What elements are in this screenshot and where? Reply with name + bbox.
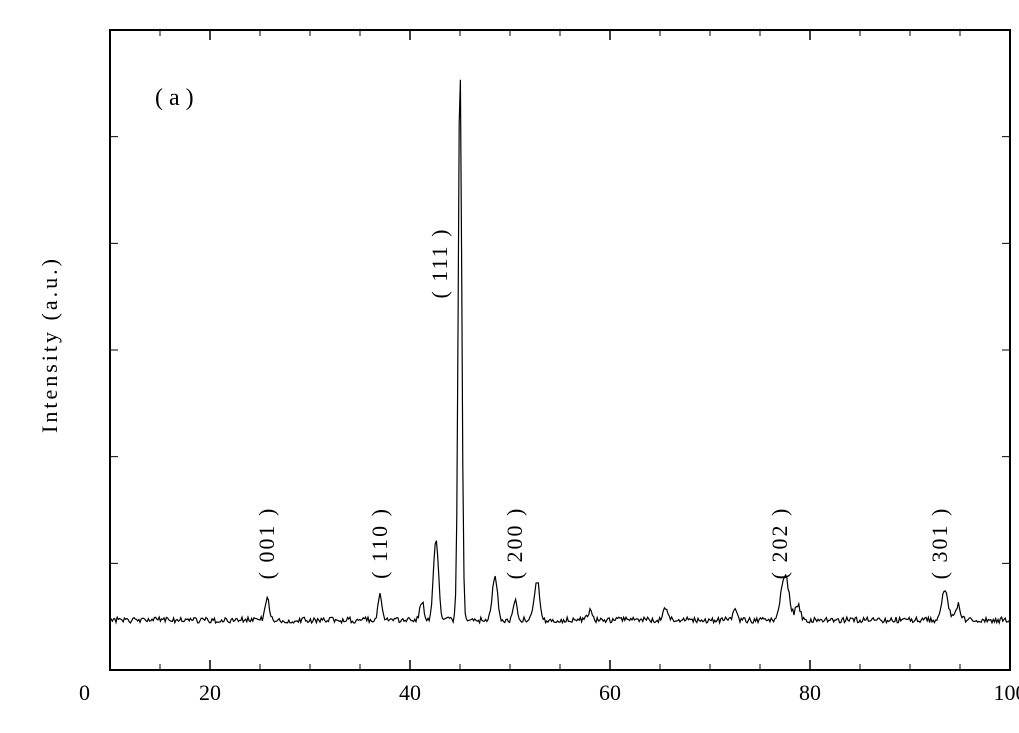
peak-label: ( 301 ) bbox=[927, 483, 953, 603]
x-tick-label: 100 bbox=[980, 680, 1019, 706]
x-tick-label: 40 bbox=[380, 680, 440, 706]
peak-label: ( 001 ) bbox=[254, 483, 280, 603]
peak-label: ( 200 ) bbox=[502, 483, 528, 603]
x-tick-label: 60 bbox=[580, 680, 640, 706]
spectrum-line bbox=[110, 80, 1010, 623]
peak-label: ( 202 ) bbox=[767, 483, 793, 603]
xrd-chart bbox=[0, 0, 1019, 733]
axes bbox=[110, 30, 1010, 670]
x-tick-label: 20 bbox=[180, 680, 240, 706]
peak-label: ( 111 ) bbox=[427, 203, 453, 323]
ticks bbox=[110, 30, 1010, 670]
x-tick-label: 0 bbox=[30, 680, 90, 706]
peak-label: ( 110 ) bbox=[367, 483, 393, 603]
x-tick-label: 80 bbox=[780, 680, 840, 706]
